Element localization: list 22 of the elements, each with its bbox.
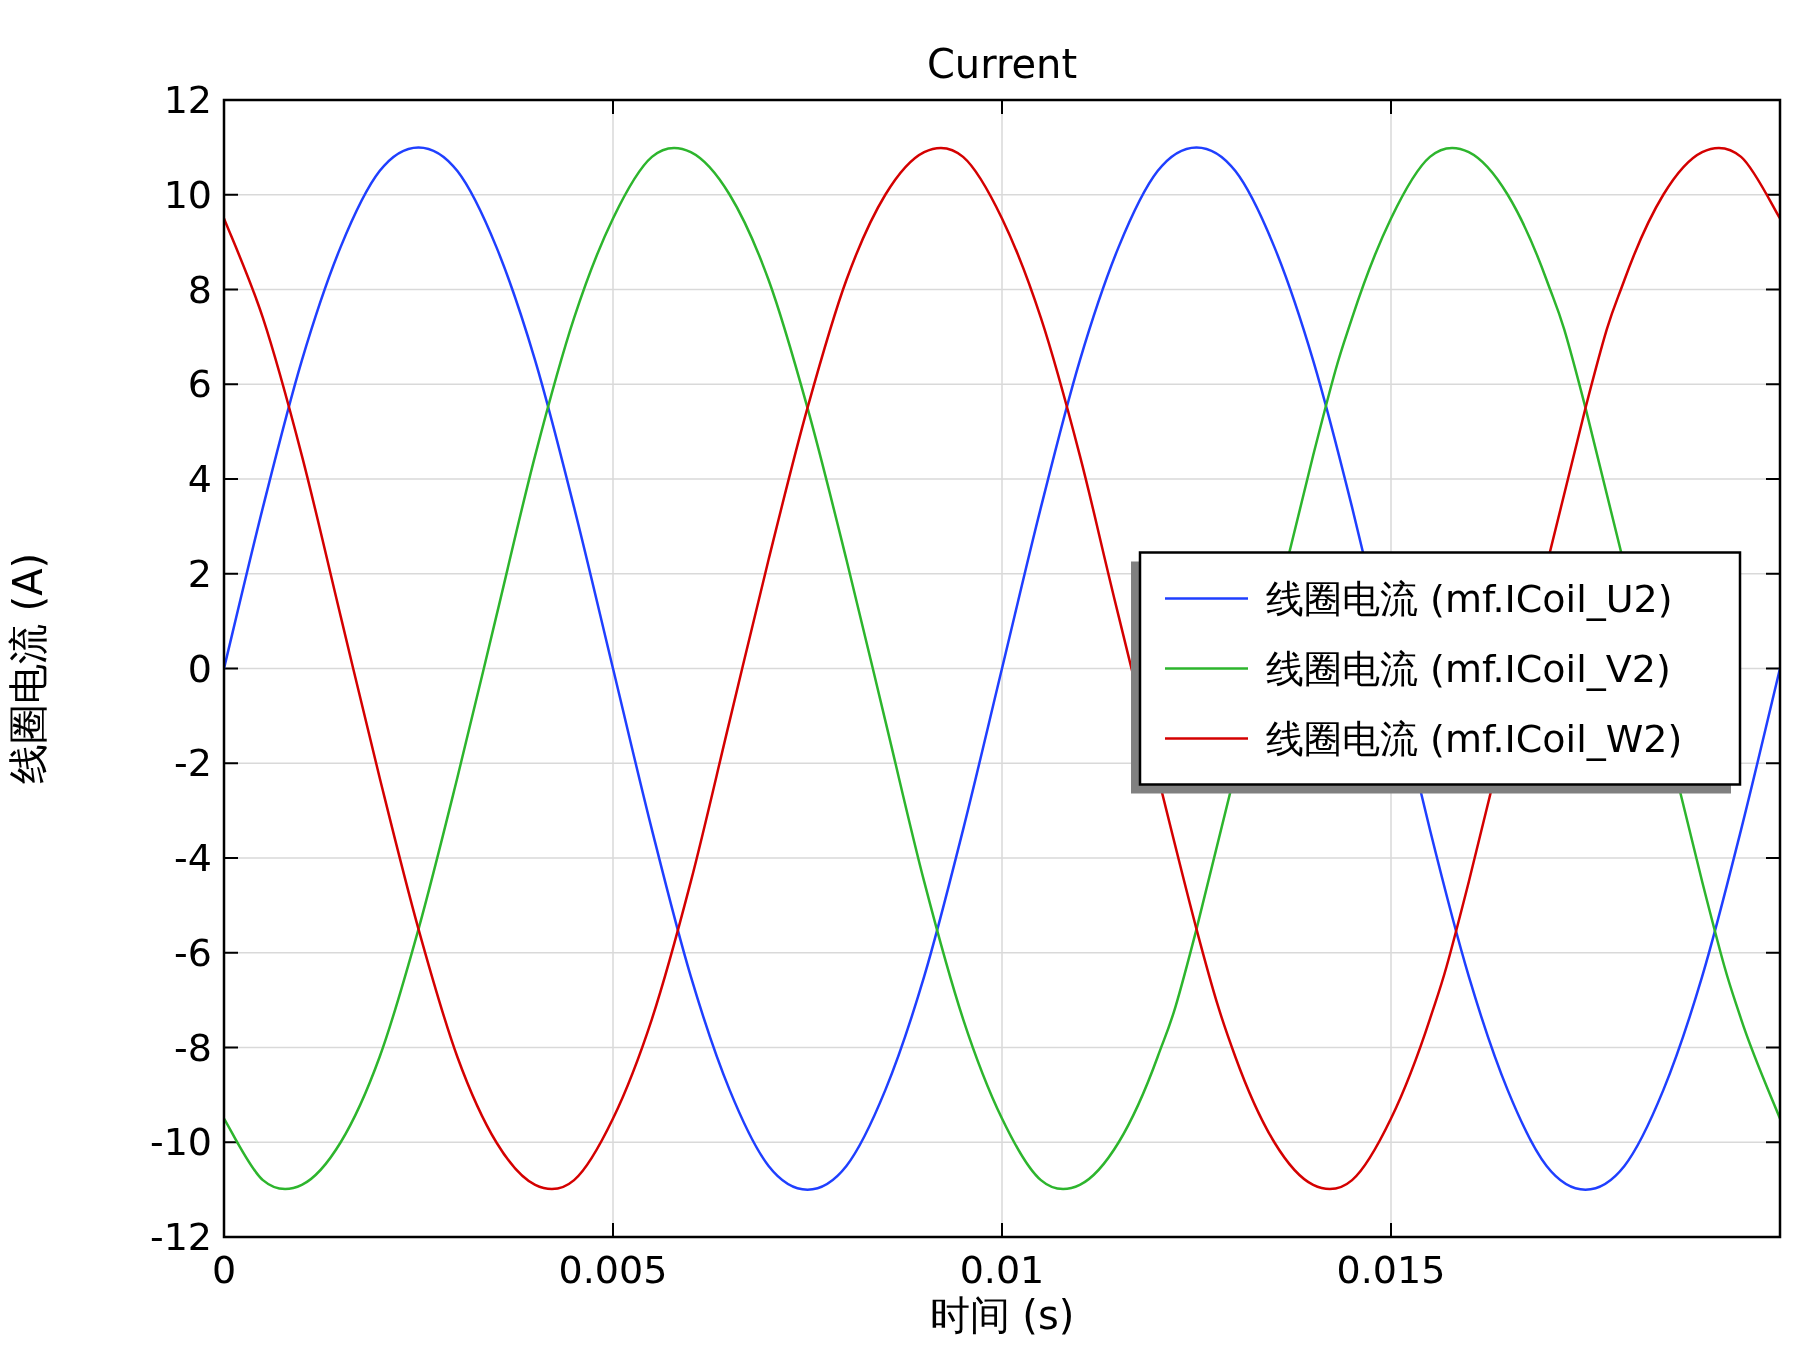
y-tick-label: -6: [174, 930, 212, 975]
y-tick-label: -12: [149, 1215, 212, 1259]
y-tick-label: 4: [187, 457, 212, 501]
y-tick-label: -2: [174, 741, 212, 786]
x-tick-label: 0.005: [558, 1248, 668, 1292]
y-tick-label: 10: [163, 172, 212, 217]
y-tick-label: 2: [187, 551, 212, 596]
x-tick-label: 0.015: [1336, 1248, 1446, 1292]
y-tick-label: 6: [187, 362, 212, 407]
y-tick-label: -8: [174, 1025, 212, 1070]
y-axis-title: 线圈电流 (A): [5, 552, 51, 785]
y-tick-label: -4: [174, 836, 212, 880]
chart-title: Current: [926, 41, 1078, 87]
x-tick-label: 0.01: [959, 1248, 1045, 1292]
y-tick-label: 12: [163, 78, 212, 122]
x-axis-title: 时间 (s): [929, 1292, 1075, 1338]
y-tick-label: 8: [187, 267, 212, 312]
y-tick-label: -10: [149, 1120, 212, 1165]
legend-label: 线圈电流 (mf.ICoil_W2): [1266, 716, 1683, 761]
legend-label: 线圈电流 (mf.ICoil_U2): [1266, 576, 1673, 621]
legend-label: 线圈电流 (mf.ICoil_V2): [1266, 646, 1671, 691]
y-tick-label: 0: [187, 646, 212, 691]
